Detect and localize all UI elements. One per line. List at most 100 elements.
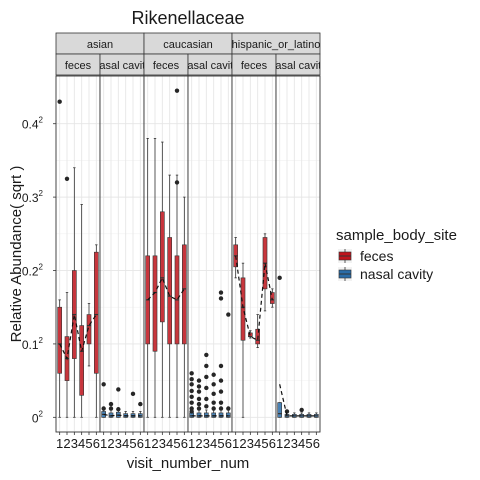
- box-feces-visit-4: [79, 325, 84, 396]
- x-tick-label: 4: [254, 436, 261, 451]
- box-feces-visit-1: [57, 306, 62, 374]
- legend-label-nasal-cavity: nasal cavity: [360, 266, 433, 282]
- outlier-point: [284, 409, 290, 414]
- x-tick-label: 6: [313, 436, 320, 451]
- outlier-point: [218, 296, 224, 301]
- facet-substrip-label: feces: [65, 60, 92, 72]
- outlier-point: [218, 406, 224, 411]
- box-feces-visit-6: [94, 251, 99, 374]
- box-nasal-cavity-visit-3: [204, 412, 209, 418]
- facet-substrip-label: feces: [153, 60, 180, 72]
- panel-background: [232, 76, 276, 432]
- x-tick-label: 6: [225, 436, 232, 451]
- outlier-point: [211, 372, 216, 377]
- outlier-point: [204, 404, 209, 409]
- outlier-point: [196, 389, 202, 394]
- facet-strip-label-hispanic_or_latino: hispanic_or_latino: [232, 39, 321, 51]
- x-tick-label: 1: [56, 436, 63, 451]
- outlier-point: [204, 352, 209, 358]
- outlier-point: [196, 378, 202, 383]
- x-tick-label: 5: [261, 436, 268, 451]
- y-axis-label: Relative Abundance( sqrt ): [8, 166, 25, 343]
- panel-background: [188, 76, 232, 432]
- box-feces-visit-4: [167, 237, 172, 345]
- box-feces-visit-5: [86, 314, 92, 345]
- x-tick-label: 5: [217, 436, 224, 451]
- outlier-point: [116, 407, 121, 412]
- median-trend-line: [103, 413, 141, 417]
- facet-strip-label-caucasian: caucasian: [163, 39, 213, 51]
- outlier-point: [101, 382, 106, 387]
- box-nasal-cavity-visit-1: [277, 402, 282, 418]
- x-tick-label: 2: [195, 436, 202, 451]
- outlier-point: [218, 363, 224, 369]
- box-nasal-cavity-visit-5: [218, 412, 224, 418]
- x-tick-label: 4: [166, 436, 173, 451]
- x-tick-label: 6: [93, 436, 100, 451]
- outlier-point: [174, 88, 180, 93]
- chart-title: Rikenellaceae: [131, 8, 244, 28]
- panel-background: [144, 76, 188, 432]
- outlier-point: [108, 406, 114, 411]
- outlier-point: [196, 384, 202, 389]
- panel-background: [56, 76, 100, 432]
- outlier-point: [138, 401, 143, 407]
- x-tick-label: 5: [173, 436, 180, 451]
- panel-border: [275, 75, 321, 433]
- outlier-point: [218, 290, 224, 295]
- x-tick-label: 5: [305, 436, 312, 451]
- facet-substrip-label: nasal cavity: [93, 60, 151, 72]
- outlier-point: [189, 400, 194, 405]
- facet-substrip-label: feces: [241, 60, 268, 72]
- x-tick-label: 2: [107, 436, 114, 451]
- x-tick-label: 1: [100, 436, 107, 451]
- facet-substrip-label: nasal cavity: [181, 60, 239, 72]
- outlier-point: [211, 406, 216, 411]
- outlier-point: [211, 382, 216, 387]
- facet-substrip-hispanic_or_latino-nasal-cavity: [275, 53, 321, 76]
- outlier-point: [108, 401, 114, 407]
- x-tick-label: 3: [203, 436, 210, 451]
- y-tick-label: 0.12: [22, 336, 44, 352]
- outlier-point: [196, 396, 202, 402]
- y-tick-label: 0.22: [22, 263, 44, 279]
- box-feces-visit-6: [182, 244, 187, 345]
- x-tick-label: 1: [144, 436, 151, 451]
- x-tick-label: 2: [151, 436, 158, 451]
- y-tick-label: 0.42: [22, 116, 44, 132]
- outlier-point: [204, 385, 209, 391]
- x-tick-label: 3: [115, 436, 122, 451]
- x-tick-label: 3: [291, 436, 298, 451]
- x-tick-label: 4: [210, 436, 217, 451]
- median-trend-line: [279, 384, 317, 417]
- outlier-point: [189, 388, 194, 394]
- x-tick-label: 1: [276, 436, 283, 451]
- x-tick-label: 4: [298, 436, 305, 451]
- outlier-point: [196, 401, 202, 407]
- outlier-point: [218, 378, 224, 383]
- outlier-point: [204, 396, 209, 402]
- x-tick-label: 3: [71, 436, 78, 451]
- outlier-point: [189, 371, 194, 376]
- box-feces-visit-2: [152, 255, 158, 352]
- outlier-point: [226, 312, 231, 317]
- x-tick-label: 2: [63, 436, 70, 451]
- box-nasal-cavity-visit-4: [211, 412, 216, 418]
- outlier-point: [130, 391, 136, 397]
- x-tick-label: 1: [188, 436, 195, 451]
- x-tick-label: 5: [129, 436, 136, 451]
- outlier-point: [218, 389, 224, 394]
- x-tick-label: 5: [85, 436, 92, 451]
- x-tick-label: 3: [159, 436, 166, 451]
- y-tick-label: 0.32: [22, 189, 44, 205]
- outlier-point: [196, 406, 202, 411]
- y-tick-label: 02: [32, 409, 44, 425]
- median-trend-line: [147, 276, 185, 301]
- box-feces-visit-2: [240, 277, 246, 341]
- x-tick-label: 6: [137, 436, 144, 451]
- outlier-point: [204, 374, 209, 380]
- median-trend-line: [235, 255, 273, 342]
- box-feces-visit-3: [160, 211, 165, 323]
- panel-background: [276, 76, 320, 432]
- outlier-point: [57, 99, 62, 104]
